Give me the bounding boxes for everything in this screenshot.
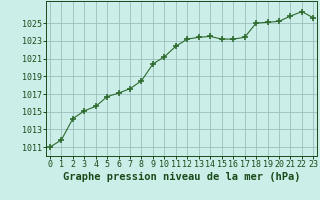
X-axis label: Graphe pression niveau de la mer (hPa): Graphe pression niveau de la mer (hPa): [63, 172, 300, 182]
